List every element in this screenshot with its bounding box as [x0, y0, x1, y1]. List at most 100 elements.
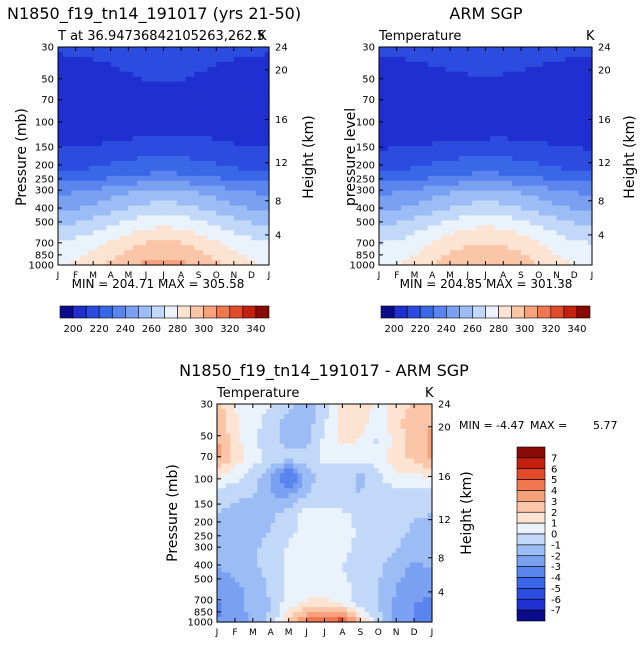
field-cell	[203, 91, 209, 98]
field-cell	[251, 76, 257, 83]
field-cell	[409, 453, 415, 460]
field-cell	[260, 250, 266, 256]
field-cell	[409, 423, 415, 430]
field-cell	[450, 250, 456, 256]
field-cell	[270, 408, 276, 415]
field-cell	[128, 91, 134, 98]
field-cell	[387, 56, 393, 63]
field-cell	[110, 56, 116, 63]
field-cell	[418, 413, 424, 420]
field-cell	[450, 235, 456, 241]
field-cell	[315, 423, 321, 430]
field-cell	[373, 428, 379, 435]
field-cell	[220, 200, 226, 207]
field-cell	[58, 116, 63, 122]
field-cell	[71, 151, 77, 157]
field-cell	[556, 96, 562, 103]
field-cell	[255, 195, 261, 202]
field-cell	[88, 225, 94, 231]
field-cell	[414, 245, 420, 251]
field-cell	[132, 240, 138, 246]
field-cell	[71, 126, 77, 132]
field-cell	[150, 91, 156, 98]
field-cell	[476, 185, 482, 192]
field-cell	[450, 195, 456, 202]
field-cell	[547, 81, 553, 88]
field-cell	[400, 404, 406, 410]
field-cell	[569, 190, 575, 197]
field-cell	[525, 240, 531, 246]
field-cell	[436, 96, 442, 103]
field-cell	[498, 81, 504, 88]
field-cell	[472, 136, 478, 142]
field-cell	[288, 408, 294, 415]
field-cell	[547, 230, 553, 236]
field-cell	[445, 185, 451, 192]
field-cell	[382, 408, 388, 415]
field-cell	[172, 205, 178, 212]
field-cell	[101, 146, 107, 152]
field-cell	[167, 151, 173, 157]
field-cell	[220, 260, 226, 266]
field-cell	[101, 225, 107, 231]
field-cell	[255, 111, 261, 117]
field-cell	[583, 121, 589, 127]
field-cell	[583, 205, 589, 212]
field-cell	[534, 225, 540, 231]
field-cell	[198, 250, 204, 256]
field-cell	[328, 408, 335, 415]
field-cell	[71, 250, 77, 256]
field-cell	[450, 151, 456, 157]
field-cell	[97, 245, 103, 251]
field-cell	[472, 210, 478, 217]
field-cell	[396, 408, 402, 415]
field-cell	[432, 235, 438, 241]
field-cell	[405, 418, 411, 425]
field-cell	[337, 418, 344, 425]
field-cell	[410, 240, 416, 246]
field-cell	[485, 66, 491, 73]
field-cell	[242, 76, 248, 83]
field-cell	[529, 250, 535, 256]
field-cell	[534, 175, 540, 182]
field-cell	[410, 165, 416, 172]
field-cell	[150, 151, 156, 157]
field-cell	[454, 220, 460, 226]
field-cell	[556, 61, 562, 68]
field-cell	[392, 160, 398, 167]
field-cell	[534, 180, 540, 187]
field-cell	[123, 195, 129, 202]
field-cell	[574, 255, 580, 261]
field-cell	[220, 111, 226, 117]
field-cell	[355, 418, 361, 425]
field-cell	[498, 175, 504, 182]
field-cell	[233, 101, 239, 108]
field-cell	[574, 71, 580, 78]
field-cell	[529, 245, 535, 251]
field-cell	[507, 121, 513, 127]
field-cell	[467, 47, 473, 53]
field-cell	[379, 200, 385, 207]
field-cell	[587, 156, 593, 162]
field-cell	[229, 245, 235, 251]
field-cell	[383, 146, 389, 152]
field-cell	[203, 170, 209, 177]
field-cell	[306, 404, 312, 410]
field-cell	[159, 71, 165, 78]
field-cell	[181, 240, 187, 246]
field-cell	[418, 86, 424, 93]
field-cell	[251, 81, 257, 88]
field-cell	[154, 51, 160, 58]
field-cell	[574, 56, 580, 63]
field-cell	[463, 240, 469, 246]
field-cell	[423, 423, 429, 430]
field-cell	[418, 250, 424, 256]
field-cell	[414, 240, 420, 246]
field-cell	[110, 76, 116, 83]
field-cell	[251, 215, 257, 221]
field-cell	[489, 240, 495, 246]
field-cell	[379, 195, 385, 202]
field-cell	[512, 106, 518, 112]
field-cell	[84, 51, 90, 58]
field-cell	[392, 170, 398, 177]
